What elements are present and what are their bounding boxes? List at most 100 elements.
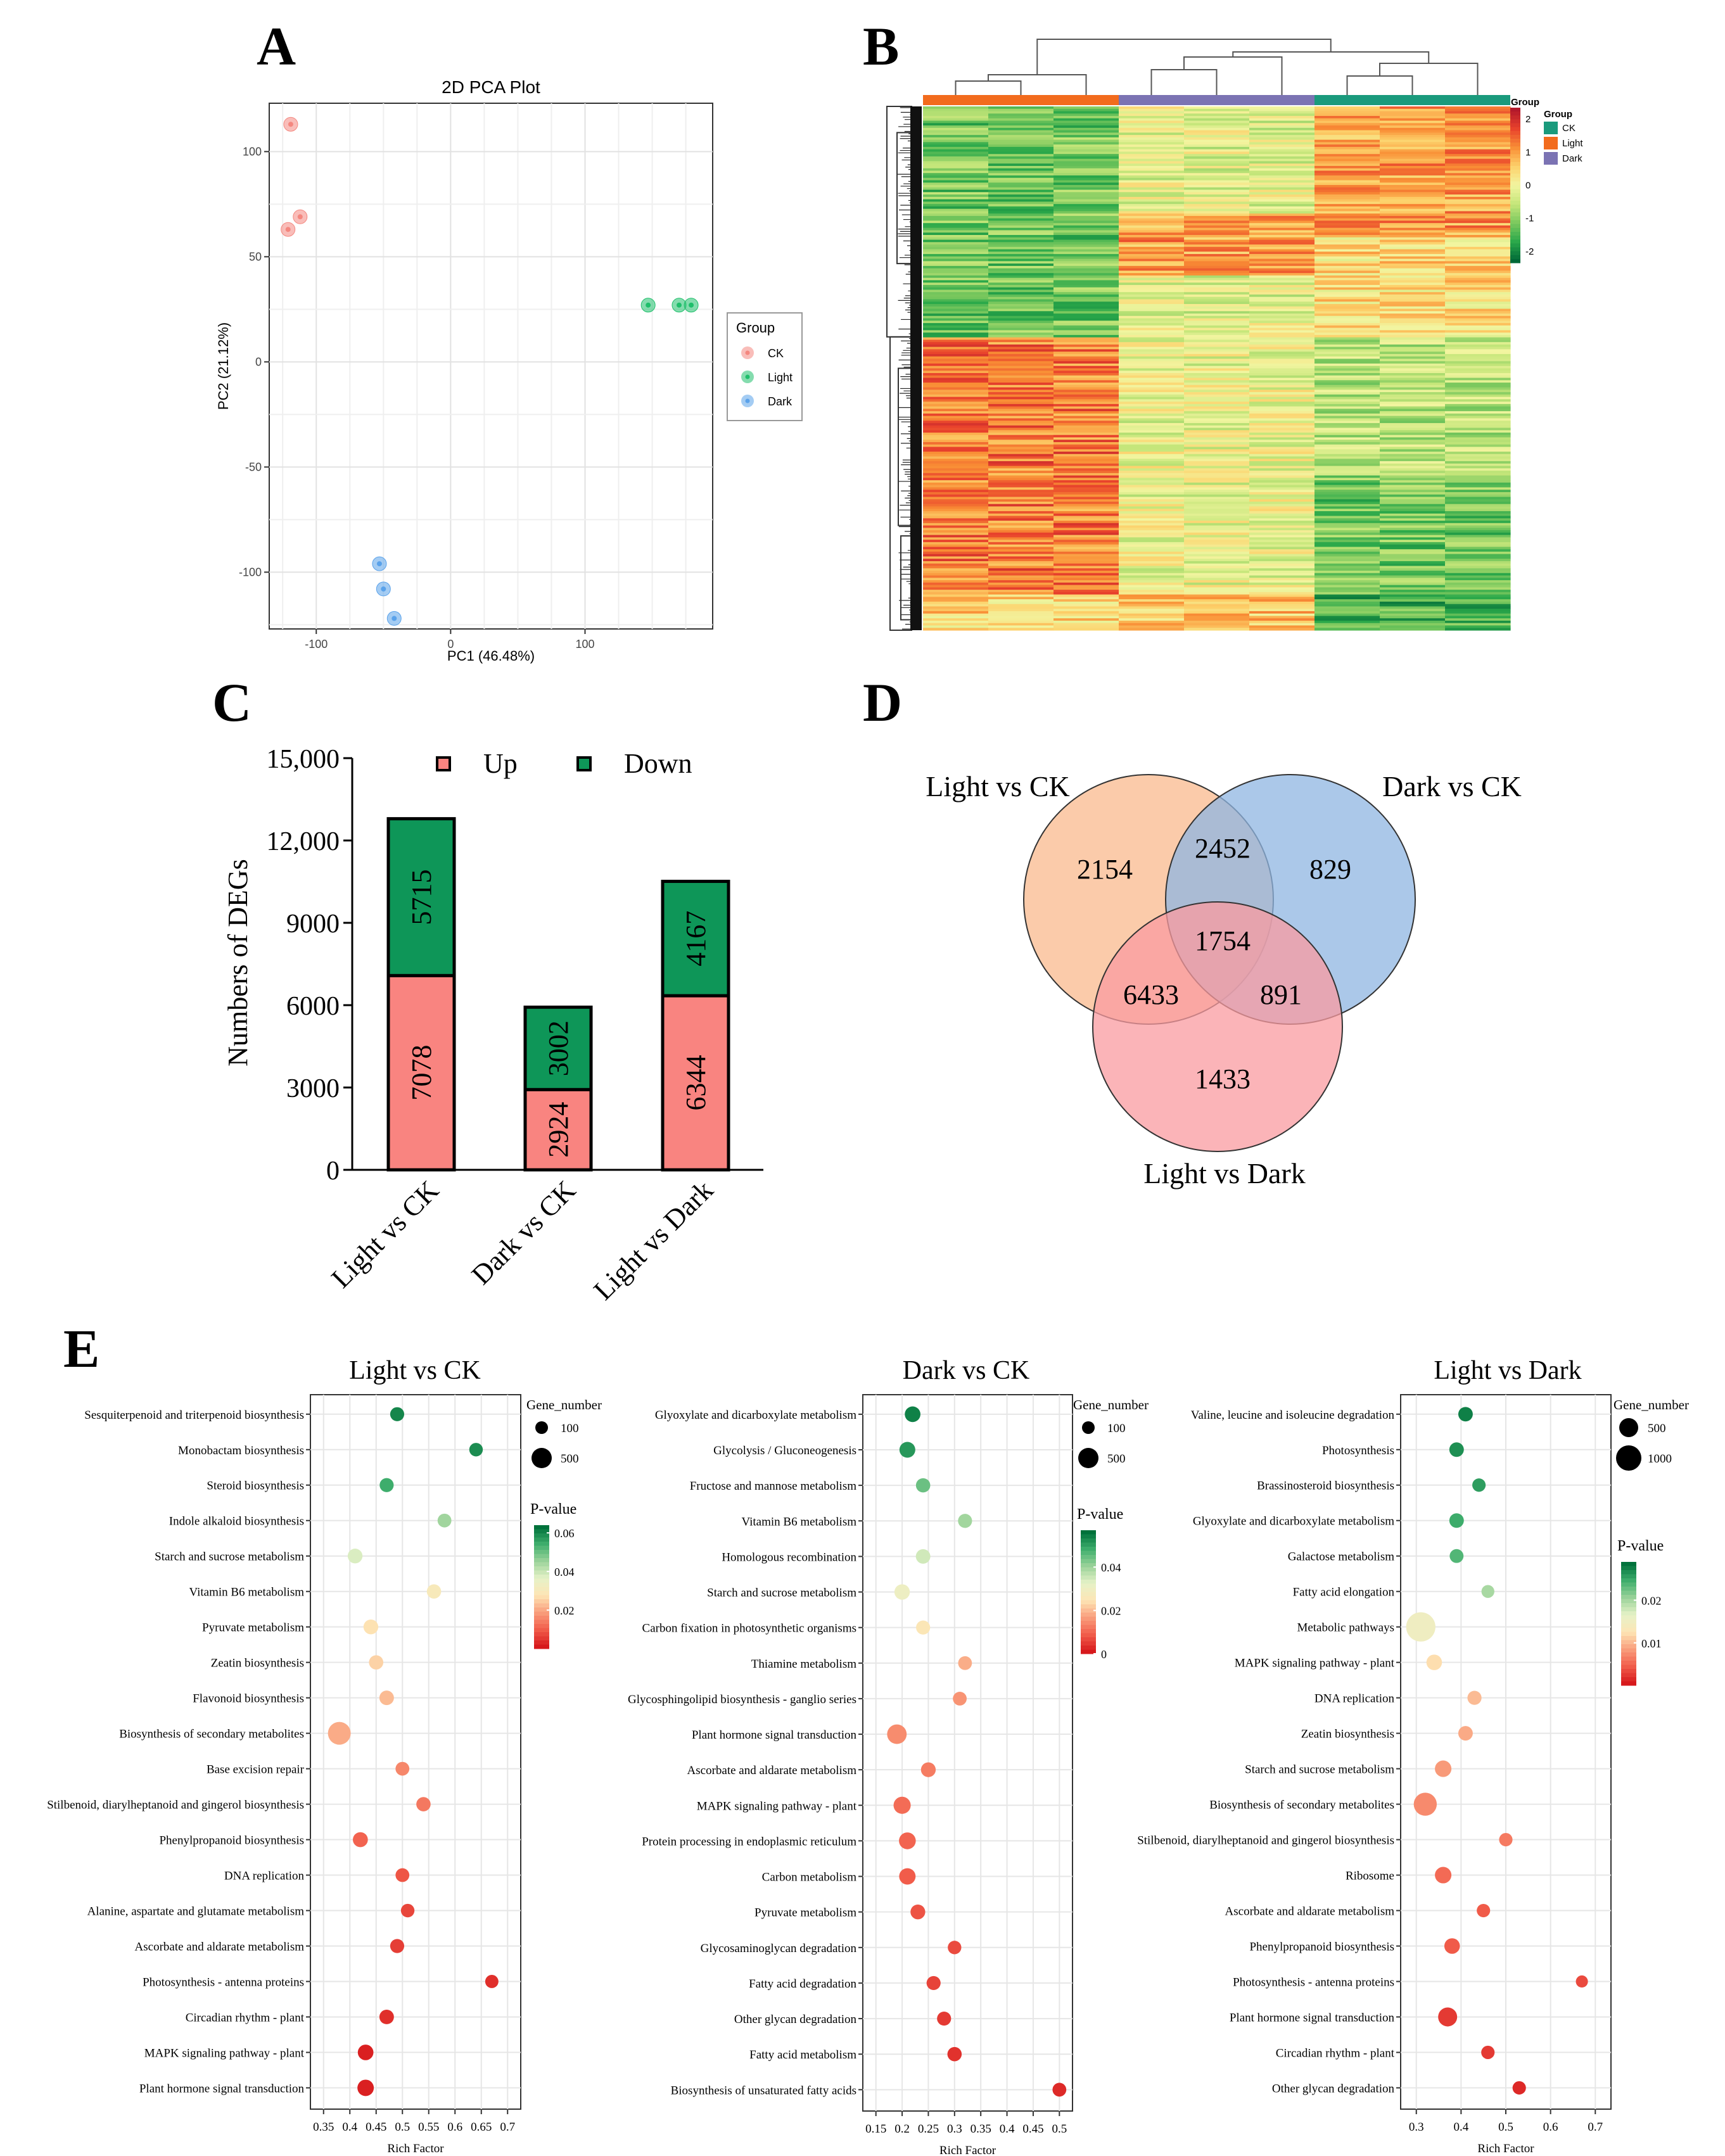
heatmap-cell [988,151,1054,155]
heatmap-cell [1445,320,1511,324]
heatmap-cell [988,537,1054,540]
heatmap-cell [1380,628,1446,631]
heatmap-cell [1053,480,1119,483]
heatmap-cell [1380,323,1446,326]
heatmap-cell [1249,375,1315,379]
heatmap-cell [1053,578,1119,581]
heatmap-cell [1314,194,1380,198]
heatmap-cell [1314,380,1380,383]
pca-y-tick-label: 100 [243,145,262,158]
heatmap-group-legend-key-ck [1544,122,1558,134]
heatmap-cell [1380,146,1446,150]
heatmap-cell [1445,342,1511,345]
heatmap-cell [1445,315,1511,319]
heatmap-cell [1053,387,1119,390]
heatmap-cell [1119,478,1185,481]
heatmap-cell [1445,480,1511,483]
heatmap-cell [1249,566,1315,569]
heatmap-cell [1380,282,1446,286]
heatmap-cell [1184,585,1250,588]
heatmap-cell [1053,521,1119,524]
heatmap-cell [1380,208,1446,212]
heatmap-cell [1119,244,1185,248]
heatmap-cell [1380,402,1446,405]
heatmap-cell [923,594,989,597]
heatmap-scale-tick-label: 1 [1525,147,1531,158]
heatmap-cell [1445,353,1511,357]
heatmap-cell [1445,130,1511,133]
bubble-term-label: Carbon metabolism [762,1871,857,1884]
heatmap-cell [1445,585,1511,588]
heatmap-cell [1249,459,1315,462]
heatmap-cell [1119,578,1185,581]
heatmap-cell [1314,487,1380,490]
bubble-point [916,1620,931,1635]
heatmap-cell [1119,280,1185,283]
heatmap-cell [1380,428,1446,431]
heatmap-cell [1314,365,1380,369]
heatmap-cell [1184,315,1250,319]
heatmap-cell [1053,611,1119,614]
heatmap-cell [1119,475,1185,479]
bubble-color-legend-segment [1621,1595,1636,1599]
heatmap-cell [988,130,1054,133]
heatmap-scale-segment [1510,134,1520,139]
bubble-size-legend-title: Gene_number [1614,1397,1689,1412]
bubble-size-legend-label: 500 [1107,1452,1126,1466]
heatmap-cell [923,353,989,357]
heatmap-group-legend-key-dark [1544,152,1558,165]
bar-segment-down [523,1005,593,1091]
heatmap-cell [1119,371,1185,374]
heatmap-cell [1053,352,1119,355]
heatmap-cell [1380,485,1446,488]
heatmap-cell [923,547,989,550]
heatmap-cell [1053,232,1119,236]
bubble-color-legend-label: 0 [1101,1648,1107,1661]
bar-y-tick-label: 3000 [286,1074,340,1103]
heatmap-cell [1053,384,1119,388]
heatmap-cell [923,442,989,445]
heatmap-cell [1380,258,1446,262]
heatmap-cell [1445,494,1511,498]
heatmap-cell [1249,356,1315,360]
heatmap-row-leaves [910,106,922,630]
heatmap-cell [923,409,989,412]
heatmap-cell [1314,542,1380,545]
heatmap-cell [1249,175,1315,179]
heatmap-cell [1314,156,1380,160]
bar-segment-up [523,1088,593,1172]
heatmap-cell [1053,261,1119,264]
heatmap-cell [1380,502,1446,505]
heatmap-cell [1314,434,1380,438]
heatmap-cell [923,459,989,462]
heatmap-cell [1053,472,1119,476]
heatmap-cell [988,535,1054,538]
heatmap-cell [1119,277,1185,281]
bubble-point [347,1549,363,1564]
heatmap-cell [1249,261,1315,264]
heatmap-cell [1119,204,1185,207]
bubble-color-legend-segment [534,1587,549,1592]
heatmap-cell [1053,523,1119,526]
heatmap-scale-segment [1510,255,1520,260]
heatmap-cell [1184,352,1250,355]
heatmap-cell [1314,246,1380,250]
heatmap-scale-tick-label: 2 [1525,114,1531,125]
heatmap-cell [1314,396,1380,400]
heatmap-cell [988,296,1054,300]
heatmap-cell [1053,616,1119,619]
heatmap-cell [1119,220,1185,224]
heatmap-cell [1380,232,1446,236]
heatmap-cell [1184,311,1250,314]
venn-set-label-light-vs-dark: Light vs Dark [1143,1157,1306,1189]
heatmap-cell [1119,265,1185,269]
heatmap-cell [1119,609,1185,612]
heatmap-cell [1314,471,1380,474]
heatmap-cell [988,201,1054,205]
bubble-color-legend-segment [534,1620,549,1625]
bubble-x-tick-label: 0.4 [1453,2121,1468,2134]
heatmap-cell [1053,592,1119,595]
heatmap-cell [1314,502,1380,505]
heatmap-cell [1380,273,1446,276]
heatmap-cell [1119,225,1185,229]
